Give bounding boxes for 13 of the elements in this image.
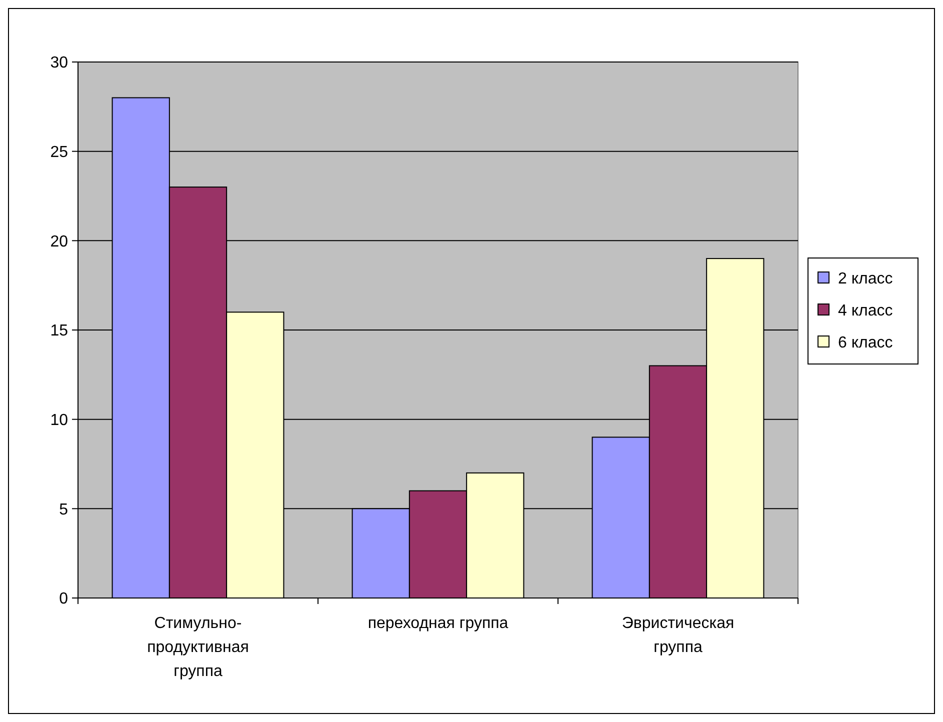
y-tick-label: 10 [50,412,68,429]
x-tick-label: Стимульно-продуктивная группа [147,615,249,680]
legend-label: 4 класс [838,302,893,320]
x-tick-label: Эвристическая группа [622,615,734,656]
y-tick-label: 15 [50,322,68,340]
y-tick-label: 5 [59,501,68,518]
y-tick-label: 30 [50,54,68,72]
y-tick-label: 0 [59,590,68,608]
x-tick-label: переходная группа [368,615,508,632]
legend-label: 6 класс [838,334,893,352]
legend-label: 2 класс [838,270,893,288]
y-tick-label: 25 [50,144,68,161]
y-tick-label: 20 [50,233,68,250]
